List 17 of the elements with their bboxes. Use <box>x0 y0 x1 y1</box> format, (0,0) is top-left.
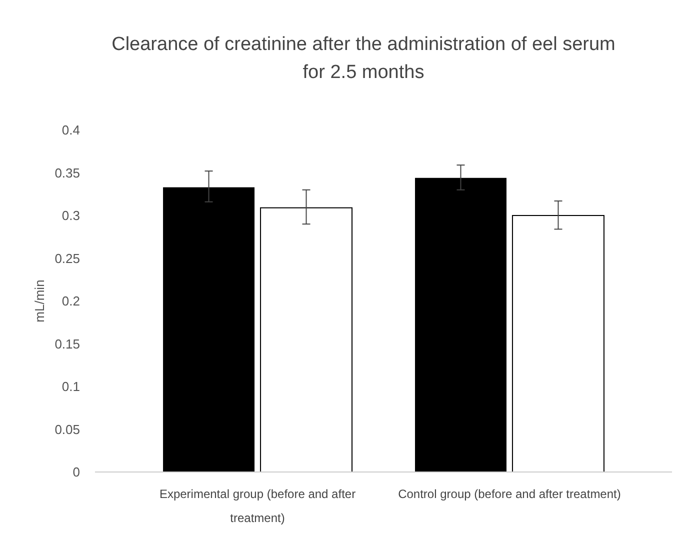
y-tick-label: 0.05 <box>54 422 80 437</box>
x-tick-label: Experimental group (before and after treatment) <box>159 487 356 525</box>
y-tick-label: 0.2 <box>62 294 80 309</box>
x-tick-label: Control group (before and after treatment) <box>398 487 621 501</box>
y-tick-label: 0 <box>72 464 80 480</box>
y-tick-label: 0.1 <box>62 379 80 394</box>
y-tick-label: 0.3 <box>62 208 80 224</box>
y-tick-label: 0.35 <box>54 165 80 180</box>
bar <box>414 178 506 472</box>
y-tick-label: 0.25 <box>54 250 80 266</box>
bar <box>512 215 604 472</box>
y-tick-label: 0.4 <box>62 122 80 138</box>
bar <box>163 187 255 472</box>
bar <box>260 207 353 472</box>
y-axis-title: mL/min <box>32 280 47 322</box>
y-tick-label: 0.15 <box>54 336 80 352</box>
chart-title: Clearance of creatinine after the administration of eel serum for 2.5 months <box>112 34 616 83</box>
